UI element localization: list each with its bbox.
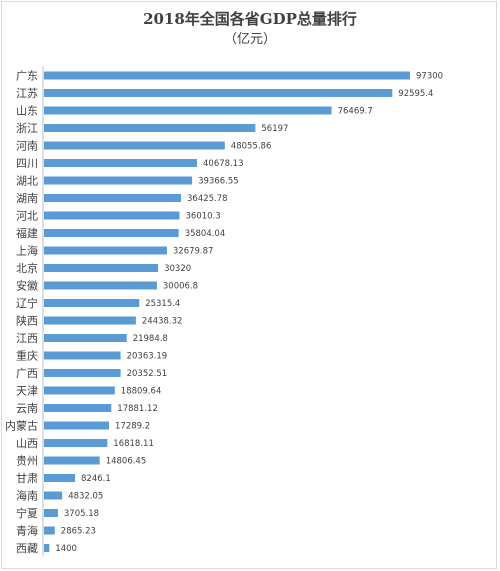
category-label-5: 四川 [16, 157, 38, 170]
category-label-22: 贵州 [16, 455, 38, 468]
value-label-16: 20363.19 [127, 352, 168, 362]
bar-12 [44, 281, 157, 290]
value-label-17: 20352.51 [127, 369, 168, 379]
bar-3 [44, 124, 256, 132]
category-label-2: 山东 [16, 105, 38, 118]
value-label-14: 24438.32 [142, 317, 183, 327]
value-label-3: 56197 [261, 124, 288, 134]
bar-27 [44, 544, 50, 552]
value-labels-layer: 97300 92595.4 76469.7 56197 48055.86 40678.13… [55, 72, 443, 555]
category-labels-layer: 广东江苏山东浙江河南四川湖北湖南河北福建上海北京安徽辽宁陕西江西重庆广西天津云南… [5, 70, 38, 556]
category-label-23: 甘肃 [16, 472, 38, 485]
value-label-9: 35804.04 [185, 229, 226, 239]
category-label-7: 湖南 [16, 192, 38, 205]
value-label-23: 8246.1 [81, 474, 111, 484]
value-label-10: 32679.87 [173, 247, 214, 257]
bar-26 [44, 526, 55, 535]
bar-11 [44, 264, 159, 272]
category-label-13: 辽宁 [16, 296, 38, 310]
category-label-25: 宁夏 [16, 506, 38, 520]
bar-9 [44, 229, 179, 237]
bar-19 [44, 404, 112, 412]
bar-24 [44, 491, 63, 500]
bar-21 [44, 439, 108, 447]
value-label-6: 39366.55 [198, 177, 239, 187]
value-label-7: 36425.78 [187, 194, 228, 204]
category-label-16: 重庆 [16, 349, 38, 363]
value-label-20: 17289.2 [115, 422, 150, 432]
value-label-22: 14806.45 [106, 457, 147, 467]
value-label-5: 40678.13 [203, 159, 244, 169]
bar-20 [44, 421, 109, 430]
value-label-1: 92595.4 [398, 89, 433, 99]
value-label-0: 97300 [416, 72, 443, 82]
bars-layer [44, 71, 410, 552]
bar-15 [44, 334, 127, 342]
category-label-4: 河南 [16, 140, 38, 153]
category-label-14: 陕西 [16, 314, 38, 328]
value-label-24: 4832.05 [68, 492, 103, 502]
category-label-15: 江西 [16, 332, 38, 345]
value-label-2: 76469.7 [338, 107, 373, 117]
bar-25 [44, 509, 58, 517]
bar-0 [44, 71, 410, 80]
chart-title: 2018年全国各省GDP总量排行 [143, 10, 357, 28]
bar-13 [44, 299, 140, 307]
chart-subtitle: （亿元） [223, 32, 276, 47]
value-label-13: 25315.4 [145, 299, 180, 309]
category-label-11: 北京 [16, 261, 38, 275]
category-label-19: 云南 [16, 402, 38, 415]
category-label-20: 内蒙古 [5, 419, 38, 433]
category-label-0: 广东 [16, 70, 38, 83]
value-label-25: 3705.18 [64, 509, 99, 519]
bar-8 [44, 211, 180, 220]
value-label-19: 17881.12 [117, 404, 158, 414]
bar-17 [44, 369, 121, 377]
bar-23 [44, 474, 75, 482]
value-label-4: 48055.86 [231, 142, 272, 152]
value-label-27: 1400 [55, 544, 77, 554]
bar-16 [44, 351, 121, 360]
category-label-24: 海南 [16, 489, 38, 503]
value-label-8: 36010.3 [186, 212, 221, 222]
bar-10 [44, 246, 167, 255]
bar-22 [44, 456, 100, 465]
bar-6 [44, 176, 193, 185]
bar-7 [44, 194, 181, 202]
category-label-9: 福建 [16, 226, 38, 240]
category-label-10: 上海 [16, 244, 38, 258]
category-label-12: 安徽 [16, 279, 38, 293]
value-label-21: 16818.11 [113, 439, 154, 449]
bar-5 [44, 159, 197, 167]
value-label-15: 21984.8 [133, 334, 168, 344]
category-label-17: 广西 [16, 367, 38, 380]
bar-18 [44, 386, 115, 395]
value-label-11: 30320 [164, 264, 191, 274]
category-label-21: 山西 [16, 437, 38, 450]
bar-4 [44, 141, 225, 150]
bar-14 [44, 316, 136, 325]
value-label-18: 18809.64 [121, 387, 162, 397]
bar-1 [44, 89, 393, 97]
value-label-12: 30006.8 [163, 282, 198, 292]
category-label-18: 天津 [16, 385, 38, 398]
bar-2 [44, 106, 332, 115]
category-label-1: 江苏 [16, 87, 38, 100]
category-label-27: 西藏 [16, 542, 38, 555]
category-label-3: 浙江 [16, 122, 38, 135]
value-label-26: 2865.23 [61, 527, 96, 537]
category-label-6: 湖北 [16, 175, 38, 188]
category-label-26: 青海 [16, 524, 38, 538]
category-label-8: 河北 [16, 210, 38, 223]
